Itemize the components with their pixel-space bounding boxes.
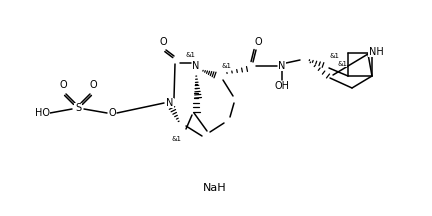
Text: O: O bbox=[89, 80, 97, 90]
Text: &1: &1 bbox=[337, 61, 347, 67]
Text: NH: NH bbox=[368, 47, 383, 57]
Text: O: O bbox=[254, 37, 262, 47]
Text: &1: &1 bbox=[330, 53, 340, 59]
Text: N: N bbox=[166, 98, 174, 108]
Text: S: S bbox=[75, 103, 81, 113]
Text: &1: &1 bbox=[186, 52, 196, 58]
Text: O: O bbox=[59, 80, 67, 90]
Text: OH: OH bbox=[274, 81, 289, 91]
Text: N: N bbox=[192, 61, 200, 71]
Text: O: O bbox=[159, 37, 167, 47]
Text: &1: &1 bbox=[222, 63, 232, 69]
Text: NaH: NaH bbox=[203, 183, 227, 193]
Text: &1: &1 bbox=[172, 136, 182, 142]
Text: HO: HO bbox=[35, 108, 50, 118]
Text: O: O bbox=[108, 108, 116, 118]
Text: N: N bbox=[278, 61, 286, 71]
